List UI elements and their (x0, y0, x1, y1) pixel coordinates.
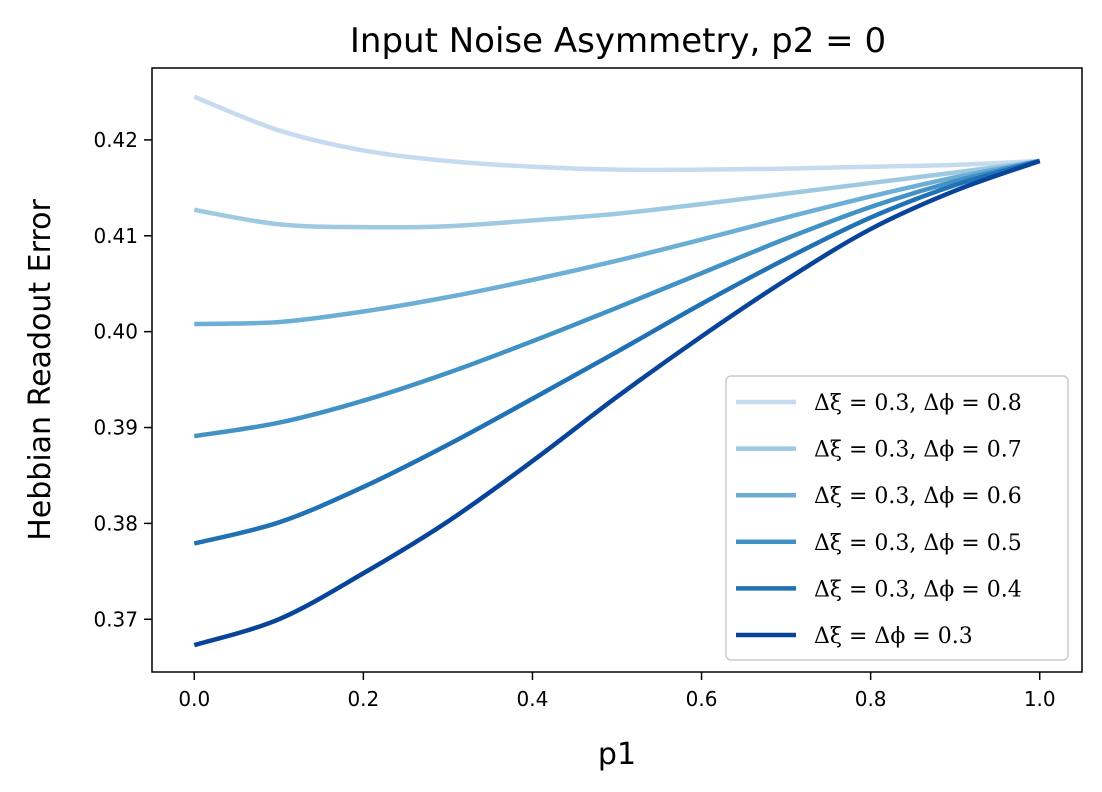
chart-title: Input Noise Asymmetry, p2 = 0 (350, 21, 886, 61)
series-line-5 (193, 158, 1041, 546)
legend-label-2: Δξ = 0.3, Δϕ = 0.7 (814, 438, 1022, 463)
series-line-3 (194, 158, 1041, 327)
x-tick-label: 0.6 (686, 687, 718, 711)
y-tick-label: 0.38 (93, 511, 138, 535)
legend-label-6: Δξ = Δϕ = 0.3 (814, 624, 973, 649)
legend-box (725, 375, 1069, 661)
y-tick-label: 0.41 (93, 224, 138, 248)
y-tick-label: 0.42 (93, 128, 138, 152)
x-tick-label: 0.0 (178, 687, 210, 711)
legend-label-1: Δξ = 0.3, Δϕ = 0.8 (814, 391, 1022, 416)
y-axis-label: Hebbian Readout Error (23, 199, 58, 541)
y-tick-label: 0.40 (93, 320, 138, 344)
y-tick-label: 0.39 (93, 416, 138, 440)
series-line-2 (193, 158, 1041, 230)
x-axis: 0.0 0.2 0.4 0.6 0.8 1.0 (178, 672, 1056, 711)
legend-label-3: Δξ = 0.3, Δϕ = 0.6 (814, 484, 1022, 509)
series-line-6 (193, 158, 1041, 648)
x-tick-label: 1.0 (1024, 687, 1056, 711)
plot-frame (151, 67, 1083, 673)
series-line-1 (193, 94, 1040, 173)
series-layer (193, 94, 1041, 648)
x-axis-label: p1 (598, 737, 636, 772)
x-tick-label: 0.8 (855, 687, 887, 711)
y-tick-label: 0.37 (93, 607, 138, 631)
legend-label-5: Δξ = 0.3, Δϕ = 0.4 (814, 577, 1022, 602)
series-line-4 (193, 158, 1041, 439)
x-tick-label: 0.4 (517, 687, 549, 711)
legend-label-4: Δξ = 0.3, Δϕ = 0.5 (814, 531, 1022, 556)
legend: Δξ = 0.3, Δϕ = 0.8 Δξ = 0.3, Δϕ = 0.7 Δξ =… (725, 375, 1069, 661)
x-tick-label: 0.2 (347, 687, 379, 711)
y-axis: 0.37 0.38 0.39 0.40 0.41 0.42 (93, 128, 152, 631)
